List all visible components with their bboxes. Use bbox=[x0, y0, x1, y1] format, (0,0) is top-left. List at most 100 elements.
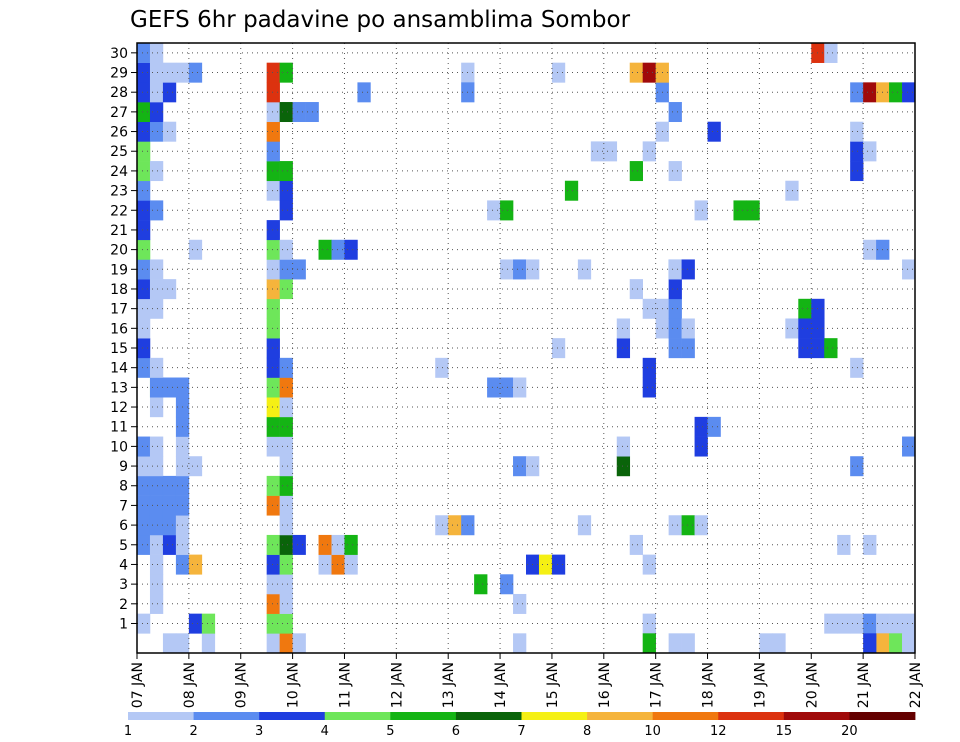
heatmap-cell bbox=[137, 534, 151, 555]
heatmap-cell bbox=[137, 298, 151, 319]
heatmap-cell bbox=[629, 279, 643, 300]
x-tick-label: 20 JAN bbox=[804, 662, 820, 708]
y-tick-label: 27 bbox=[110, 105, 128, 121]
heatmap-cell bbox=[137, 239, 151, 260]
heatmap-cell bbox=[266, 633, 280, 654]
y-tick-label: 18 bbox=[110, 282, 128, 298]
heatmap-cell bbox=[694, 416, 708, 437]
heatmap-cell bbox=[266, 82, 280, 103]
heatmap-cell bbox=[642, 141, 656, 162]
x-tick-label: 13 JAN bbox=[441, 662, 457, 708]
heatmap-cell bbox=[279, 554, 293, 575]
heatmap-cell bbox=[513, 377, 527, 398]
heatmap-cell bbox=[616, 318, 631, 339]
heatmap-cell bbox=[681, 633, 695, 654]
y-tick-label: 17 bbox=[110, 302, 128, 318]
heatmap-cell bbox=[149, 279, 164, 300]
y-tick-label: 22 bbox=[110, 203, 128, 219]
heatmap-cell bbox=[279, 279, 293, 300]
heatmap-cell bbox=[137, 338, 151, 359]
heatmap-cell bbox=[681, 259, 695, 280]
heatmap-cell bbox=[201, 633, 216, 654]
y-tick-label: 16 bbox=[110, 321, 128, 337]
x-tick-label: 18 JAN bbox=[701, 662, 717, 708]
heatmap-cell bbox=[668, 338, 682, 359]
heatmap-cell bbox=[694, 515, 708, 536]
heatmap-cell bbox=[863, 239, 877, 260]
x-tick-label: 07 JAN bbox=[130, 662, 146, 708]
y-tick-label: 8 bbox=[119, 479, 128, 495]
heatmap-cell bbox=[279, 534, 293, 555]
heatmap-cell bbox=[668, 102, 682, 123]
grid-lines bbox=[137, 43, 915, 653]
x-tick-label: 14 JAN bbox=[493, 662, 509, 708]
y-tick-label: 24 bbox=[110, 164, 128, 180]
heatmap-cell bbox=[629, 62, 643, 83]
heatmap-cell bbox=[162, 377, 177, 398]
heatmap-cell bbox=[279, 357, 293, 378]
heatmap-cell bbox=[668, 318, 682, 339]
heatmap-cell bbox=[279, 456, 293, 477]
heatmap-cell bbox=[149, 475, 164, 496]
heatmap-cell bbox=[279, 102, 293, 123]
heatmap-cell bbox=[137, 357, 151, 378]
x-tick-label: 22 JAN bbox=[908, 662, 924, 708]
heatmap-cell bbox=[798, 318, 812, 339]
heatmap-cell bbox=[681, 338, 695, 359]
heatmap-cell bbox=[785, 180, 799, 201]
heatmap-cell bbox=[149, 102, 164, 123]
x-tick-label: 17 JAN bbox=[649, 662, 665, 708]
colorbar-label: 3 bbox=[255, 724, 263, 739]
y-tick-label: 1 bbox=[119, 616, 128, 632]
y-tick-label: 19 bbox=[110, 262, 128, 278]
heatmap-cell bbox=[850, 141, 864, 162]
heatmap-cell bbox=[292, 102, 306, 123]
heatmap-cell bbox=[331, 534, 345, 555]
colorbar-segment bbox=[324, 712, 391, 720]
heatmap-cell bbox=[837, 613, 851, 634]
heatmap-cell bbox=[850, 82, 864, 103]
heatmap-cell bbox=[668, 161, 682, 182]
colorbar: 1 2 3 4 5 6 7 8 10 12 15 20 bbox=[124, 712, 916, 739]
heatmap-cell bbox=[318, 554, 332, 575]
heatmap-cell bbox=[162, 121, 177, 142]
heatmap-cell bbox=[137, 475, 151, 496]
heatmap-cell bbox=[149, 574, 164, 595]
colorbar-segment bbox=[521, 712, 588, 720]
heatmap-cell bbox=[668, 515, 682, 536]
heatmap-cell bbox=[149, 495, 164, 516]
heatmap-cell bbox=[149, 161, 164, 182]
heatmap-cell bbox=[266, 534, 280, 555]
heatmap-cell bbox=[538, 554, 553, 575]
heatmap-cell bbox=[137, 141, 151, 162]
heatmap-cell bbox=[162, 534, 177, 555]
heatmap-cell bbox=[551, 62, 566, 83]
x-tick-label: 21 JAN bbox=[856, 662, 872, 708]
heatmap-cell bbox=[863, 633, 877, 654]
heatmap-cell bbox=[137, 62, 151, 83]
heatmap-cell bbox=[266, 141, 280, 162]
heatmap-cell bbox=[137, 495, 151, 516]
heatmap-cell bbox=[137, 436, 151, 457]
heatmap-cell bbox=[487, 377, 501, 398]
heatmap-cell bbox=[149, 121, 164, 142]
colorbar-segment bbox=[128, 712, 194, 720]
heatmap-cells bbox=[137, 43, 916, 654]
heatmap-cell bbox=[824, 338, 838, 359]
heatmap-cell bbox=[616, 456, 631, 477]
heatmap-cell bbox=[551, 554, 566, 575]
heatmap-cell bbox=[824, 43, 838, 63]
colorbar-segment bbox=[587, 712, 654, 720]
heatmap-cell bbox=[344, 554, 358, 575]
y-axis-ticks: 1234567891011121314151617181920212223242… bbox=[110, 46, 137, 632]
heatmap-cell bbox=[863, 82, 877, 103]
y-tick-label: 13 bbox=[110, 380, 128, 396]
heatmap-cell bbox=[487, 200, 501, 221]
heatmap-cell bbox=[279, 515, 293, 536]
heatmap-cell bbox=[500, 377, 514, 398]
y-tick-label: 9 bbox=[119, 459, 128, 475]
heatmap-cell bbox=[266, 416, 280, 437]
heatmap-cell bbox=[188, 62, 203, 83]
heatmap-cell bbox=[149, 82, 164, 103]
heatmap-cell bbox=[902, 82, 916, 103]
